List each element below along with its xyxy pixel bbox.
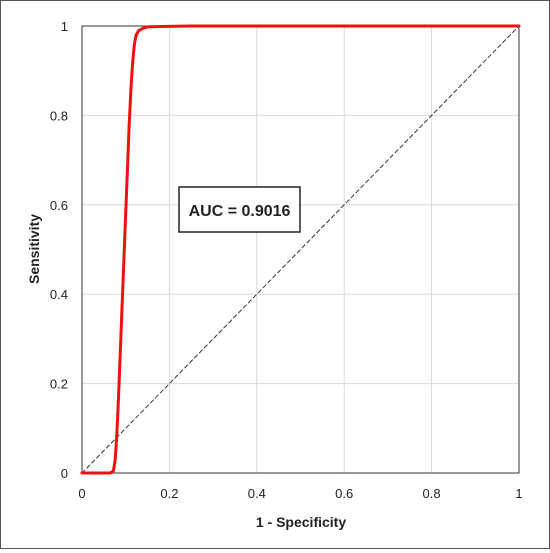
x-tick-label: 0.6 xyxy=(335,486,353,501)
x-tick-label: 0.2 xyxy=(160,486,178,501)
auc-annotation: AUC = 0.9016 xyxy=(178,186,301,233)
x-axis-title: 1 - Specificity xyxy=(256,514,346,530)
y-tick-label: 0.2 xyxy=(50,377,68,392)
reference-diagonal-line xyxy=(81,25,520,474)
auc-annotation-label: AUC = 0.9016 xyxy=(189,203,291,220)
y-tick-label: 0.8 xyxy=(50,108,68,123)
y-tick-label: 0.6 xyxy=(50,198,68,213)
roc-curve-line xyxy=(80,24,521,475)
x-tick-labels: 0 0.2 0.4 0.6 0.8 1 xyxy=(78,486,522,501)
y-tick-label: 0 xyxy=(61,466,68,481)
series-layer xyxy=(80,24,521,475)
x-tick-label: 0 xyxy=(78,486,85,501)
y-tick-label: 0.4 xyxy=(50,287,68,302)
x-tick-label: 0.8 xyxy=(423,486,441,501)
x-tick-label: 1 xyxy=(515,486,522,501)
auc-annotation-box xyxy=(178,186,301,233)
y-tick-label: 1 xyxy=(61,19,68,34)
grid-lines xyxy=(82,26,519,473)
x-tick-label: 0.4 xyxy=(248,486,266,501)
y-axis-title: Sensitivity xyxy=(26,214,42,284)
y-tick-labels: 0 0.2 0.4 0.6 0.8 1 xyxy=(50,19,68,481)
